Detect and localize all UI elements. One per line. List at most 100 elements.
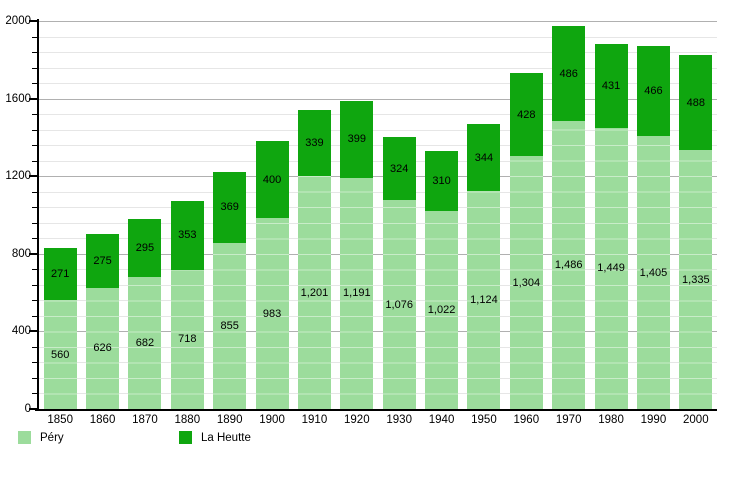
gridline-minor (39, 191, 717, 193)
y-axis-minor-tick (32, 207, 37, 209)
bar-value-label: 466 (644, 85, 663, 98)
pery-segment-1880: 718 (170, 269, 204, 409)
la-heutte-segment-1940: 310 (425, 150, 459, 211)
y-tick-label: 2000 (5, 15, 31, 27)
bar-value-label: 324 (390, 162, 409, 175)
bar-value-label: 399 (347, 133, 366, 146)
bar-value-label: 488 (686, 96, 705, 109)
y-axis-minor-tick (32, 160, 37, 162)
bar-group-1900: 400 983 (251, 21, 293, 409)
plot-area: 271 560 275 626 295 682 353 718 369 855 400 983 339 1… (39, 21, 717, 409)
stacked-bar-1940: 310 1,022 (425, 150, 459, 409)
pery-segment-1860: 626 (86, 287, 120, 409)
pery-segment-1920: 1,191 (340, 177, 374, 409)
y-axis-minor-tick (32, 114, 37, 116)
pery-segment-1960: 1,304 (509, 156, 543, 409)
x-tick-label-1890: 1890 (216, 414, 243, 426)
bar-group-1910: 339 1,201 (293, 21, 335, 409)
x-axis-line (35, 409, 717, 411)
la-heutte-segment-1990: 466 (636, 46, 670, 137)
bar-value-label: 560 (51, 348, 70, 361)
la-heutte-segment-1950: 344 (467, 124, 501, 191)
gridline-minor (39, 114, 717, 116)
gridline-minor (39, 36, 717, 38)
y-axis-major-tick (29, 20, 37, 22)
bar-value-label: 1,335 (682, 273, 710, 286)
gridline-minor (39, 67, 717, 69)
stacked-bar-1870: 295 682 (128, 219, 162, 409)
bar-group-1870: 295 682 (124, 21, 166, 409)
gridline-minor (39, 222, 717, 224)
bar-value-label: 344 (474, 151, 494, 164)
bar-group-1970: 486 1,486 (548, 21, 590, 409)
pery-segment-1950: 1,124 (467, 190, 501, 409)
legend-item-la-heutte: La Heutte (179, 431, 251, 444)
bar-group-1990: 466 1,405 (632, 21, 674, 409)
y-axis-minor-tick (32, 129, 37, 131)
la-heutte-legend-label: La Heutte (201, 431, 251, 444)
gridline-minor (39, 160, 717, 162)
la-heutte-segment-1980: 431 (594, 44, 628, 128)
bar-value-label: 626 (93, 342, 112, 355)
stacked-bar-1900: 400 983 (255, 140, 289, 409)
x-tick-label-1900: 1900 (259, 414, 285, 426)
pery-segment-1910: 1,201 (297, 176, 331, 409)
gridline-minor (39, 393, 717, 395)
y-tick-label: 800 (11, 247, 31, 260)
la-heutte-segment-1890: 369 (213, 171, 247, 244)
x-axis-tick-labels: 1850 1860 1870 1880 1890 1900 1910 1920 1930 1940… (39, 414, 717, 426)
pery-segment-1890: 855 (213, 243, 247, 409)
gridline-minor (39, 377, 717, 379)
bar-group-1890: 369 855 (209, 21, 251, 409)
x-tick-label-1850: 1850 (47, 414, 73, 426)
bar-value-label: 295 (135, 242, 155, 255)
stacked-bar-1950: 344 1,124 (467, 124, 501, 409)
la-heutte-segment-1920: 399 (340, 100, 374, 178)
x-tick-label-1880: 1880 (174, 414, 201, 426)
gridline-minor (39, 129, 717, 131)
la-heutte-segment-1910: 339 (297, 110, 331, 177)
la-heutte-segment-1900: 400 (255, 140, 289, 219)
pery-segment-1850: 560 (43, 300, 77, 409)
legend-item-pery: Péry (18, 431, 64, 444)
gridline-minor (39, 269, 717, 271)
bar-group-1860: 275 626 (81, 21, 123, 409)
pery-segment-1900: 983 (255, 218, 289, 409)
gridline-minor (39, 315, 717, 317)
bar-value-label: 400 (262, 173, 282, 186)
pery-segment-2000: 1,335 (679, 150, 713, 409)
y-axis-minor-tick (32, 362, 37, 364)
bar-value-label: 1,022 (427, 303, 456, 316)
bar-group-1850: 271 560 (39, 21, 81, 409)
pery-legend-swatch (18, 431, 31, 444)
y-axis-major-tick (29, 175, 37, 178)
y-axis-minor-tick (32, 393, 37, 395)
y-axis-minor-tick (32, 222, 37, 224)
y-axis-minor-tick (32, 83, 37, 85)
bar-group-1950: 344 1,124 (463, 21, 505, 409)
y-axis-minor-tick (32, 191, 37, 193)
bar-value-label: 1,486 (554, 258, 583, 271)
bar-value-label: 1,124 (470, 293, 498, 306)
bar-value-label: 1,076 (385, 298, 413, 311)
x-tick-label-1920: 1920 (344, 414, 370, 426)
x-tick-label-1980: 1980 (598, 414, 624, 426)
bar-group-1940: 310 1,022 (420, 21, 462, 409)
y-axis-minor-tick (32, 67, 37, 69)
bar-value-label: 353 (178, 229, 197, 242)
gridline-major (39, 21, 717, 22)
y-axis-line (37, 19, 39, 411)
stacked-bar-1910: 339 1,201 (297, 110, 331, 409)
gridline-minor (39, 362, 717, 364)
stacked-bar-1850: 271 560 (43, 247, 77, 409)
stacked-bar-2000: 488 1,335 (679, 55, 713, 409)
la-heutte-segment-2000: 488 (679, 55, 713, 151)
pery-legend-label: Péry (40, 431, 64, 444)
la-heutte-legend-swatch (179, 431, 192, 444)
y-axis-minor-tick (32, 315, 37, 317)
bar-value-label: 339 (305, 137, 324, 150)
stacked-bar-1990: 466 1,405 (636, 46, 670, 409)
bar-value-label: 428 (517, 108, 536, 121)
y-axis-minor-tick (32, 377, 37, 379)
la-heutte-segment-1930: 324 (382, 137, 416, 201)
